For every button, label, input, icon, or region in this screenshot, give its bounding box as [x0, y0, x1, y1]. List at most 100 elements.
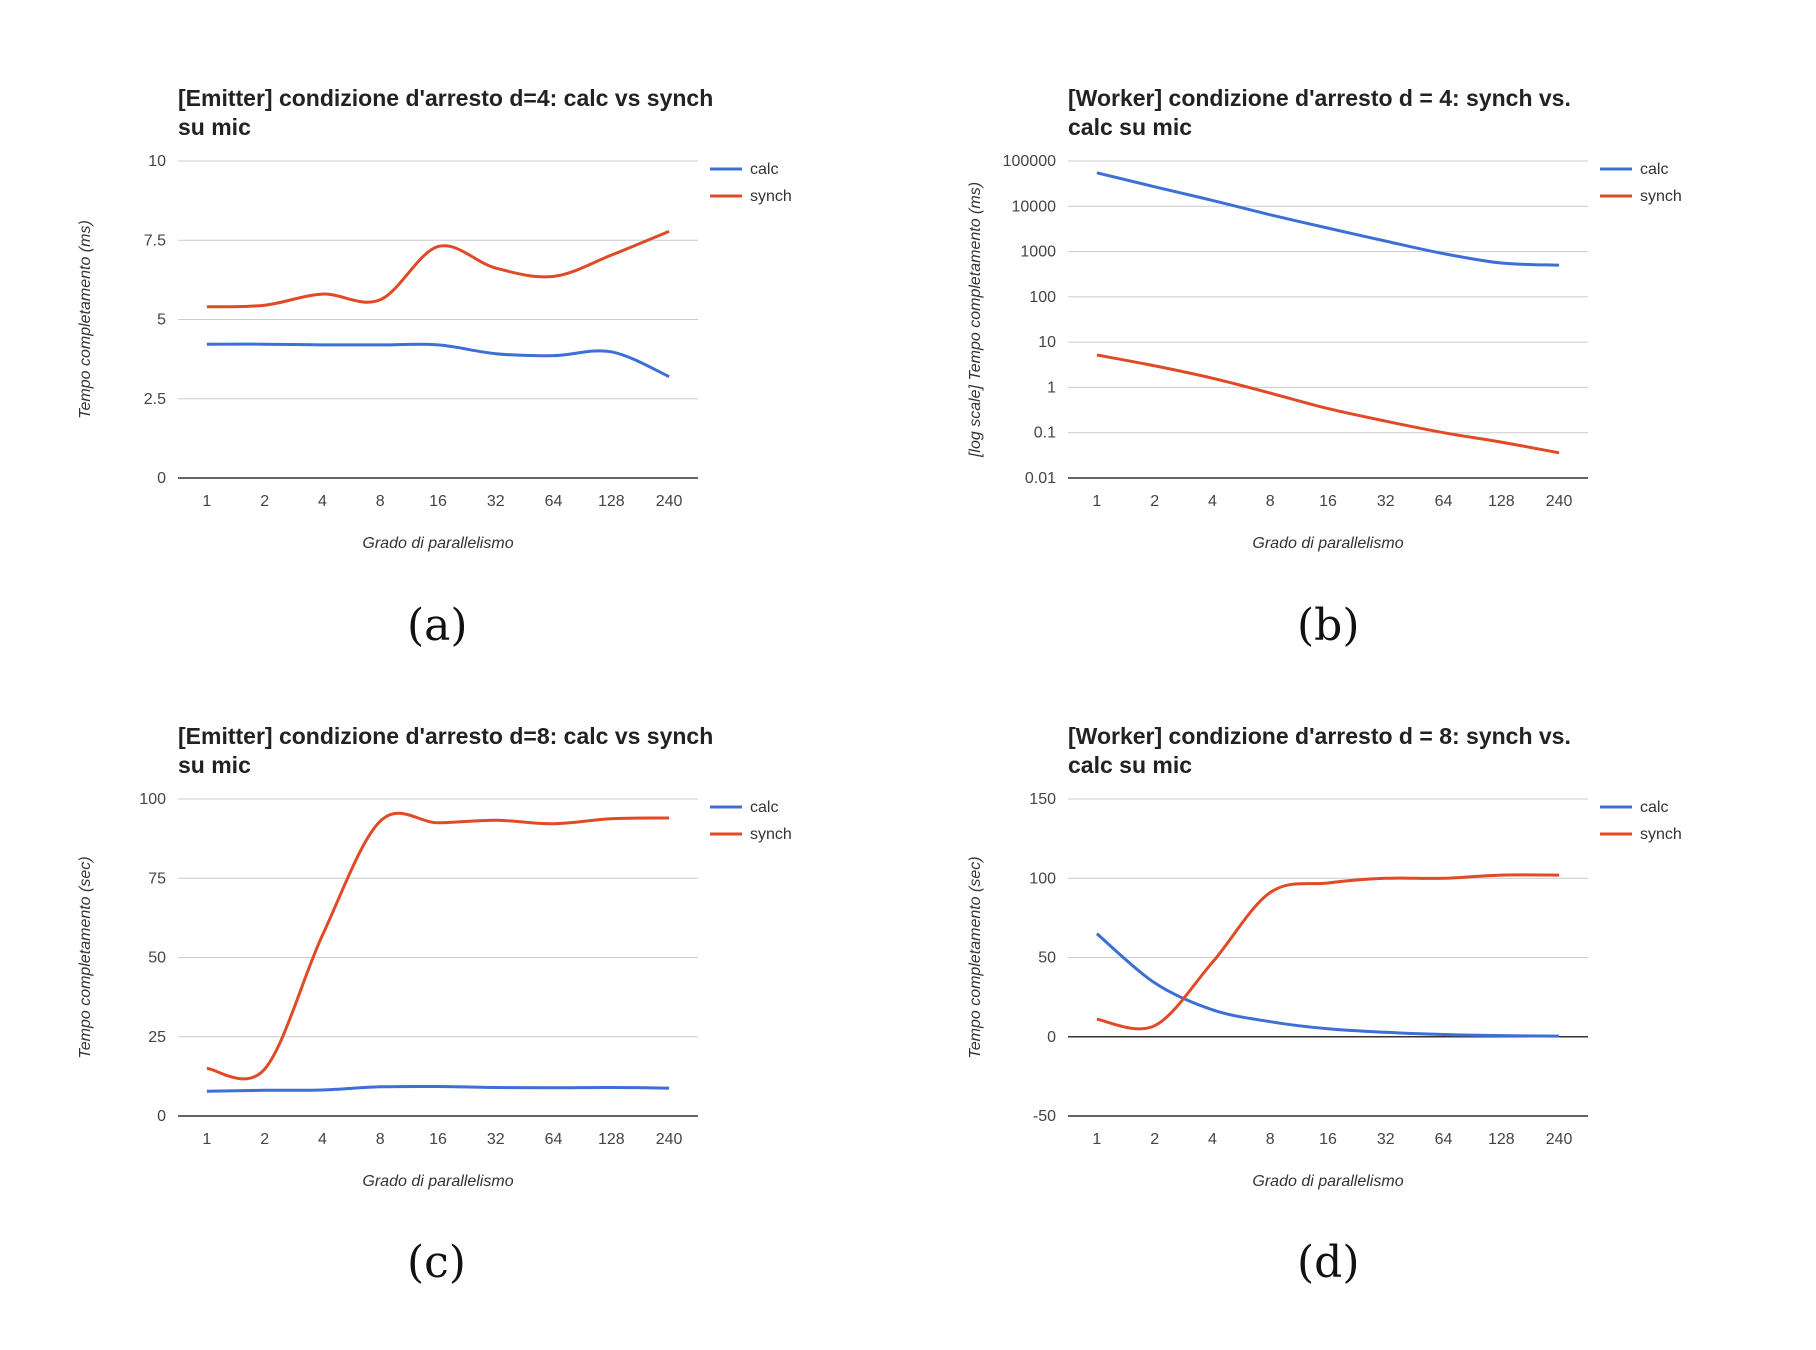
chart-a-xtick-2: 4	[318, 493, 327, 510]
caption-d: (d)	[1297, 1237, 1360, 1288]
chart-a-svg: [Emitter] condizione d'arresto d=4: calc…	[77, 85, 792, 552]
chart-b-title-line-0: [Worker] condizione d'arresto d = 4: syn…	[1068, 85, 1571, 111]
chart-b-xtick-7: 128	[1488, 493, 1515, 510]
chart-a-series-calc-line	[206, 342, 670, 378]
chart-c-title-line-1: su mic	[178, 752, 251, 778]
chart-d-series-synch-line	[1096, 873, 1560, 1031]
chart-c-xtick-1: 2	[260, 1131, 269, 1148]
chart-a-title-line-0: [Emitter] condizione d'arresto d=4: calc…	[178, 85, 713, 111]
chart-d-ytick-3: 100	[1029, 870, 1056, 887]
chart-c-xtick-6: 64	[545, 1131, 563, 1148]
chart-b-legend-label-synch: synch	[1640, 188, 1682, 205]
chart-c-xtick-3: 8	[376, 1131, 385, 1148]
chart-b-xtick-4: 16	[1319, 493, 1337, 510]
chart-a-xtick-4: 16	[429, 493, 447, 510]
chart-a-ytick-0: 0	[157, 470, 166, 487]
chart-a-xtick-8: 240	[656, 493, 683, 510]
chart-a-legend-label-synch: synch	[750, 188, 792, 205]
chart-b-ytick-7: 100000	[1003, 153, 1056, 170]
chart-b-ytick-1: 0.1	[1034, 425, 1056, 442]
chart-d-series-calc-line	[1095, 932, 1560, 1038]
chart-d-ytick-2: 50	[1038, 950, 1056, 967]
chart-b-svg: [Worker] condizione d'arresto d = 4: syn…	[967, 85, 1682, 552]
chart-a-xlabel: Grado di parallelismo	[362, 535, 513, 552]
chart-b-xtick-0: 1	[1092, 493, 1101, 510]
chart-b-ytick-6: 10000	[1012, 198, 1057, 215]
chart-c-xlabel: Grado di parallelismo	[362, 1173, 513, 1190]
chart-c-xtick-0: 1	[202, 1131, 211, 1148]
chart-c-ytick-0: 0	[157, 1108, 166, 1125]
chart-c-ytick-4: 100	[139, 791, 166, 808]
chart-a-xtick-5: 32	[487, 493, 505, 510]
chart-d-title-line-1: calc su mic	[1068, 752, 1192, 778]
chart-b-xlabel: Grado di parallelismo	[1252, 535, 1403, 552]
chart-c-xtick-8: 240	[656, 1131, 683, 1148]
chart-b-xtick-1: 2	[1150, 493, 1159, 510]
chart-panel-d: [Worker] condizione d'arresto d = 8: syn…	[940, 710, 1816, 1350]
chart-d-xtick-7: 128	[1488, 1131, 1515, 1148]
chart-d-ytick-1: 0	[1047, 1029, 1056, 1046]
chart-b-ylabel: [log scale] Tempo completamento (ms)	[967, 182, 984, 458]
chart-b-xtick-6: 64	[1435, 493, 1453, 510]
chart-c-series-synch-line	[206, 811, 670, 1081]
chart-c-legend-label-synch: synch	[750, 826, 792, 843]
chart-c-ytick-3: 75	[148, 870, 166, 887]
chart-b-xtick-3: 8	[1266, 493, 1275, 510]
chart-d-xtick-3: 8	[1266, 1131, 1275, 1148]
chart-a-legend-label-calc: calc	[750, 161, 778, 178]
chart-d-ytick-4: 150	[1029, 791, 1056, 808]
chart-b-ytick-0: 0.01	[1025, 470, 1056, 487]
chart-a-ytick-2: 5	[157, 312, 166, 329]
chart-b-ytick-3: 10	[1038, 334, 1056, 351]
chart-c-xtick-2: 4	[318, 1131, 327, 1148]
chart-a-xtick-3: 8	[376, 493, 385, 510]
chart-d-xtick-0: 1	[1092, 1131, 1101, 1148]
chart-d-title-line-0: [Worker] condizione d'arresto d = 8: syn…	[1068, 723, 1571, 749]
chart-a-ytick-4: 10	[148, 153, 166, 170]
chart-b-xtick-2: 4	[1208, 493, 1217, 510]
chart-d-xlabel: Grado di parallelismo	[1252, 1173, 1403, 1190]
chart-b-ytick-5: 1000	[1020, 244, 1056, 261]
chart-a-series-synch-line	[206, 230, 670, 309]
chart-panel-b: [Worker] condizione d'arresto d = 4: syn…	[940, 72, 1816, 712]
chart-a-ytick-3: 7.5	[144, 232, 166, 249]
chart-b-series-calc-line	[1096, 171, 1560, 267]
chart-c-title-line-0: [Emitter] condizione d'arresto d=8: calc…	[178, 723, 713, 749]
chart-b-ytick-2: 1	[1047, 379, 1056, 396]
caption-c: (c)	[407, 1237, 466, 1288]
figure: [Emitter] condizione d'arresto d=4: calc…	[50, 72, 1816, 1288]
chart-c-xtick-4: 16	[429, 1131, 447, 1148]
chart-d-ytick-0: -50	[1033, 1108, 1056, 1125]
caption-a: (a)	[407, 600, 468, 651]
chart-d-xtick-2: 4	[1208, 1131, 1217, 1148]
chart-a-ytick-1: 2.5	[144, 391, 166, 408]
chart-b-xtick-5: 32	[1377, 493, 1395, 510]
chart-c-xtick-7: 128	[598, 1131, 625, 1148]
chart-d-legend-label-calc: calc	[1640, 799, 1668, 816]
chart-c-ylabel: Tempo completamento (sec)	[77, 856, 94, 1058]
chart-d-legend-label-synch: synch	[1640, 826, 1682, 843]
chart-c-series-calc-line	[206, 1084, 670, 1093]
chart-d-xtick-4: 16	[1319, 1131, 1337, 1148]
chart-panel-a: [Emitter] condizione d'arresto d=4: calc…	[50, 72, 950, 712]
chart-b-ytick-4: 100	[1029, 289, 1056, 306]
chart-c-svg: [Emitter] condizione d'arresto d=8: calc…	[77, 723, 792, 1190]
caption-b: (b)	[1297, 600, 1360, 651]
chart-d-xtick-1: 2	[1150, 1131, 1159, 1148]
chart-d-xtick-8: 240	[1546, 1131, 1573, 1148]
chart-d-xtick-6: 64	[1435, 1131, 1453, 1148]
chart-panel-c: [Emitter] condizione d'arresto d=8: calc…	[50, 710, 950, 1350]
chart-b-legend-label-calc: calc	[1640, 161, 1668, 178]
chart-a-xtick-6: 64	[545, 493, 563, 510]
chart-c-legend-label-calc: calc	[750, 799, 778, 816]
chart-c-xtick-5: 32	[487, 1131, 505, 1148]
chart-c-ytick-1: 25	[148, 1029, 166, 1046]
chart-d-ylabel: Tempo completamento (sec)	[967, 856, 984, 1058]
chart-a-title-line-1: su mic	[178, 114, 251, 140]
chart-b-xtick-8: 240	[1546, 493, 1573, 510]
chart-b-title-line-1: calc su mic	[1068, 114, 1192, 140]
chart-a-ylabel: Tempo completamento (ms)	[77, 220, 94, 419]
chart-a-xtick-0: 1	[202, 493, 211, 510]
chart-d-svg: [Worker] condizione d'arresto d = 8: syn…	[967, 723, 1682, 1190]
chart-b-series-synch-line	[1096, 353, 1560, 455]
